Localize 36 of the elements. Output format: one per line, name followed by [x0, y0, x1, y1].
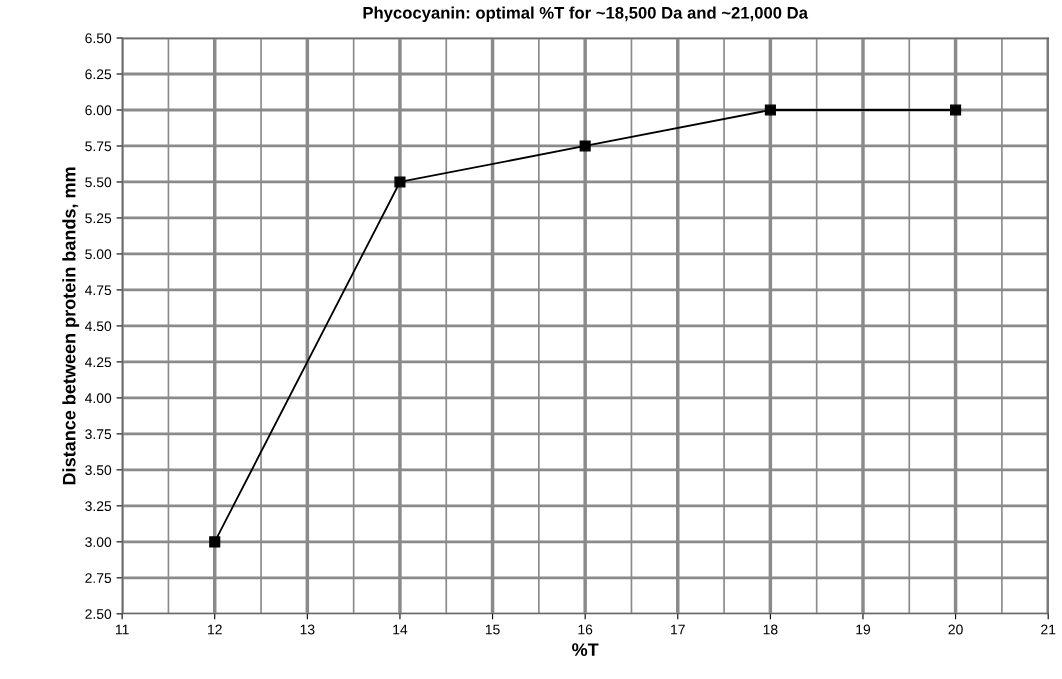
y-tick-label: 5.00	[85, 249, 112, 260]
y-tick-label: 5.50	[85, 177, 112, 188]
y-tick-label: 5.75	[85, 141, 112, 152]
x-tick-label: 17	[671, 624, 685, 635]
y-tick-label: 3.25	[85, 501, 112, 512]
x-tick-label: 11	[115, 624, 129, 635]
x-tick-label: 19	[856, 624, 871, 635]
y-tick-label: 6.50	[85, 33, 112, 44]
x-tick-label: 21	[1041, 624, 1056, 635]
y-tick-label: 4.50	[85, 321, 112, 332]
point	[394, 176, 406, 188]
y-tick-label: 4.25	[85, 357, 112, 368]
x-tick-label: 12	[208, 624, 222, 635]
y-tick-label: 2.50	[85, 609, 112, 619]
x-axis-title: %T	[572, 643, 599, 656]
x-tick-label: 20	[948, 624, 963, 635]
y-tick-label: 6.00	[85, 105, 112, 116]
chart-title: Phycocyanin: optimal %T for ~18,500 Da and ~21,000 Da	[363, 6, 809, 23]
y-tick-label: 3.75	[85, 429, 112, 440]
y-tick-label: 2.75	[85, 573, 112, 583]
y-tick-label: 5.25	[85, 213, 112, 224]
y-tick-label: 4.00	[85, 393, 112, 404]
x-tick-label: 13	[300, 624, 315, 635]
point	[764, 104, 776, 116]
y-tick-label: 3.00	[85, 537, 112, 548]
y-tick-label: 6.25	[85, 69, 112, 80]
point	[209, 536, 221, 548]
point	[579, 140, 591, 152]
x-tick-label: 15	[485, 624, 500, 635]
x-tick-label: 14	[393, 624, 408, 635]
y-tick-label: 3.50	[85, 465, 112, 476]
x-tick-label: 18	[763, 624, 778, 635]
x-tick-label: 16	[578, 624, 593, 635]
point	[950, 104, 962, 116]
y-tick-label: 4.75	[85, 285, 112, 296]
y-axis-title: Distance between protein bands, mm	[62, 167, 80, 485]
